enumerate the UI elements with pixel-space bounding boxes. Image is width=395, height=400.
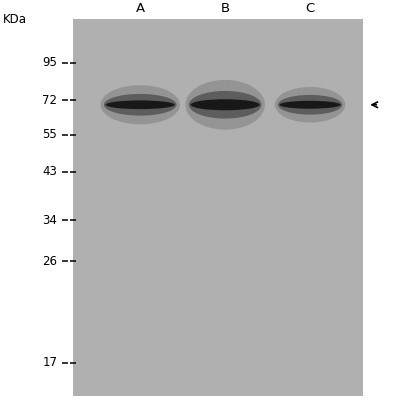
Text: 26: 26 [42, 254, 57, 268]
Text: A: A [135, 2, 145, 15]
Text: 34: 34 [42, 214, 57, 227]
Text: C: C [305, 2, 315, 15]
Text: KDa: KDa [3, 13, 27, 26]
Ellipse shape [279, 101, 340, 109]
Ellipse shape [104, 94, 177, 116]
Ellipse shape [100, 85, 180, 124]
Ellipse shape [189, 91, 261, 118]
Text: 17: 17 [42, 356, 57, 369]
Ellipse shape [275, 87, 345, 122]
Text: 43: 43 [42, 165, 57, 178]
Ellipse shape [278, 95, 342, 115]
Bar [73, 19, 363, 396]
Text: 72: 72 [42, 94, 57, 106]
Text: 55: 55 [43, 128, 57, 141]
Text: 95: 95 [42, 56, 57, 69]
Ellipse shape [185, 80, 265, 130]
Ellipse shape [190, 99, 260, 110]
Ellipse shape [106, 100, 175, 109]
Text: B: B [220, 2, 230, 15]
